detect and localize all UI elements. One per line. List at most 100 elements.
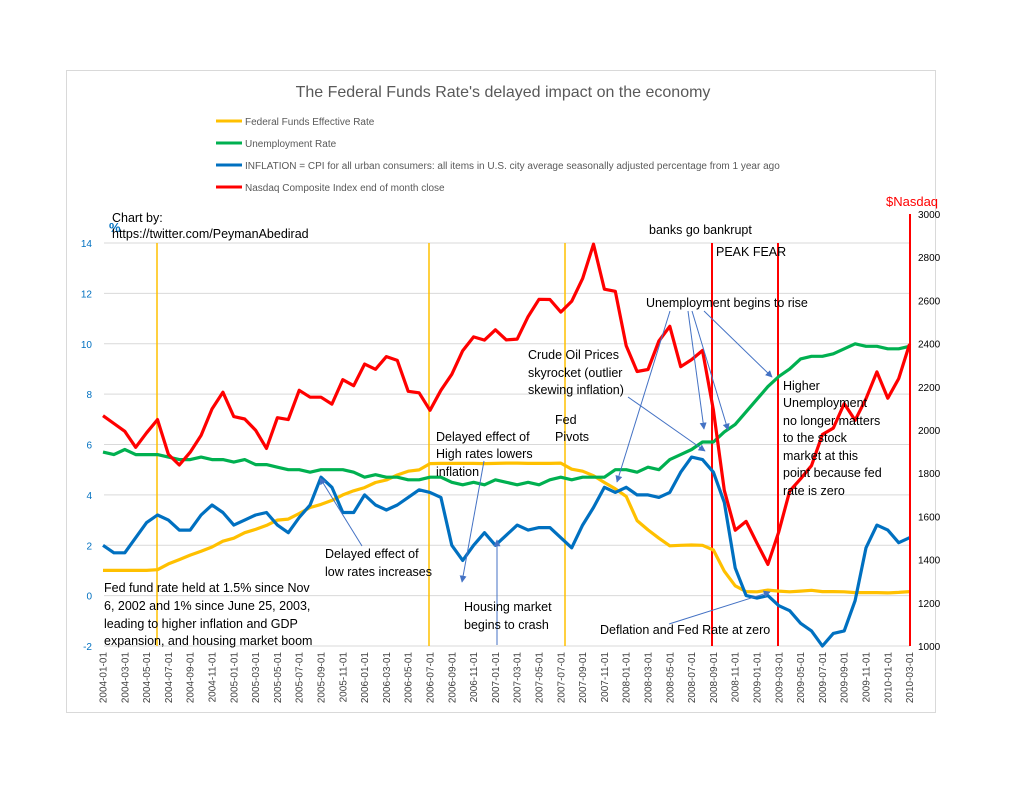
x-tick-label: 2005-09-01 [317,652,328,704]
annotation-higher-unemployment-line-5: market at this [783,449,858,463]
x-tick-label: 2005-11-01 [338,652,349,703]
series-line-2 [102,455,911,648]
x-tick-label: 2007-11-01 [600,652,611,703]
right-tick-label: 1200 [918,599,941,610]
annotation-oil-line-2: skyrocket (outlier [528,366,622,380]
annotation-arrow [615,310,671,483]
x-tick-label: 2008-01-01 [622,652,633,704]
right-tick-label: 2800 [918,253,941,264]
legend-item-fed: Federal Funds Effective Rate [216,117,375,128]
annotation-high-rates-line-3: inflation [436,465,479,479]
right-tick-label: 3000 [918,210,941,221]
x-tick-label: 2008-09-01 [709,652,720,704]
left-tick-label: 4 [86,491,92,502]
x-tick-label: 2006-11-01 [469,652,480,703]
right-tick-label: 1600 [918,512,941,523]
left-tick-label: 2 [86,541,92,552]
left-tick-label: 6 [86,441,92,452]
annotation-fed-held-line-1: Fed fund rate held at 1.5% since Nov [104,581,310,595]
annotation-arrow [691,310,730,431]
annotation-arrow [319,477,363,547]
left-axis-ticks: -2 0 2 4 6 8 10 12 14 [81,239,93,653]
annotation-fed-held-line-2: 6, 2002 and 1% since June 25, 2003, [104,599,310,613]
x-tick-label: 2006-01-01 [360,652,371,704]
annotation-higher-unemployment-line-6: point because fed [783,466,882,480]
x-tick-label: 2007-05-01 [535,652,546,704]
annotation-higher-unemployment-line-4: to the stock [783,431,848,445]
legend-label-unemployment: Unemployment Rate [245,139,337,150]
left-axis-unit: % [109,220,121,235]
x-tick-label: 2006-03-01 [382,652,393,704]
annotation-fed-held: Fed fund rate held at 1.5% since Nov 6, … [104,581,312,648]
x-tick-label: 2004-07-01 [164,652,175,704]
annotation-housing-line-1: Housing market [464,600,552,614]
left-tick-label: 8 [86,390,92,401]
annotation-banks: banks go bankrupt [649,223,752,237]
annotation-oil-line-3: skewing inflation) [528,383,624,397]
annotation-deflation: Deflation and Fed Rate at zero [600,623,770,637]
x-tick-label: 2007-07-01 [556,652,567,704]
x-tick-label: 2004-03-01 [120,652,131,704]
x-tick-label: 2005-01-01 [229,652,240,704]
annotation-unemployment-rise: Unemployment begins to rise [646,296,808,310]
chart-title: The Federal Funds Rate's delayed impact … [296,84,711,101]
series-line-3 [102,242,912,567]
left-tick-label: 14 [81,239,93,250]
annotation-low-rates-line-1: Delayed effect of [325,547,419,561]
annotation-arrow [459,460,485,583]
annotation-housing: Housing market begins to crash [464,600,552,632]
x-tick-label: 2004-11-01 [208,652,219,703]
x-tick-label: 2009-09-01 [840,652,851,704]
right-tick-label: 1800 [918,469,941,480]
x-tick-label: 2008-03-01 [644,652,655,704]
x-tick-label: 2009-05-01 [796,652,807,704]
left-tick-label: -2 [83,642,92,653]
annotation-arrow [627,396,706,452]
annotation-high-rates-line-2: High rates lowers [436,447,533,461]
credit-line-1: Chart by: [112,211,163,225]
right-tick-label: 2400 [918,340,941,351]
annotation-oil: Crude Oil Prices skyrocket (outlier skew… [528,348,624,397]
credit-line-2: https://twitter.com/PeymanAbedirad [112,227,309,241]
annotation-arrows [319,310,773,645]
left-tick-label: 10 [81,340,93,351]
annotation-higher-unemployment: Higher Unemployment no longer matters to… [783,379,882,498]
x-tick-label: 2008-05-01 [665,652,676,704]
x-tick-label: 2009-11-01 [862,652,873,703]
legend: Federal Funds Effective Rate Unemploymen… [216,117,780,194]
legend-label-inflation: INFLATION = CPI for all urban consumers:… [245,161,780,172]
annotation-higher-unemployment-line-7: rate is zero [783,484,845,498]
annotation-fed-pivots: Fed Pivots [555,413,589,444]
x-tick-label: 2010-03-01 [905,652,916,704]
x-tick-label: 2008-11-01 [731,652,742,703]
left-tick-label: 12 [81,289,93,300]
annotation-higher-unemployment-line-2: Unemployment [783,396,868,410]
left-tick-label: 0 [86,592,92,603]
annotation-fed-pivots-line-2: Pivots [555,430,589,444]
right-axis-unit: $Nasdaq [886,194,938,209]
series-lines [102,242,912,648]
annotation-fed-held-line-4: expansion, and housing market boom [104,634,312,648]
x-tick-label: 2004-09-01 [186,652,197,704]
x-tick-label: 2009-03-01 [774,652,785,704]
annotation-arrow [668,590,771,625]
credit: Chart by: https://twitter.com/PeymanAbed… [112,211,309,241]
legend-item-inflation: INFLATION = CPI for all urban consumers:… [216,161,780,172]
x-tick-label: 2006-07-01 [426,652,437,704]
x-tick-label: 2006-09-01 [447,652,458,704]
x-tick-label: 2009-07-01 [818,652,829,704]
annotation-high-rates: Delayed effect of High rates lowers infl… [436,430,533,479]
annotation-fed-held-line-3: leading to higher inflation and GDP [104,617,298,631]
x-axis-ticks: 2004-01-01 2004-03-01 2004-05-01 2004-07-01… [99,652,917,704]
x-tick-label: 2010-01-01 [883,652,894,704]
legend-item-nasdaq: Nasdaq Composite Index end of month clos… [216,183,445,194]
x-tick-label: 2007-03-01 [513,652,524,704]
annotation-higher-unemployment-line-1: Higher [783,379,820,393]
series-line-1 [102,342,910,487]
annotation-oil-line-1: Crude Oil Prices [528,348,619,362]
x-tick-label: 2005-03-01 [251,652,262,704]
annotation-peak-fear: PEAK FEAR [716,245,786,259]
chart-frame [66,70,936,713]
legend-label-fed: Federal Funds Effective Rate [245,117,375,128]
